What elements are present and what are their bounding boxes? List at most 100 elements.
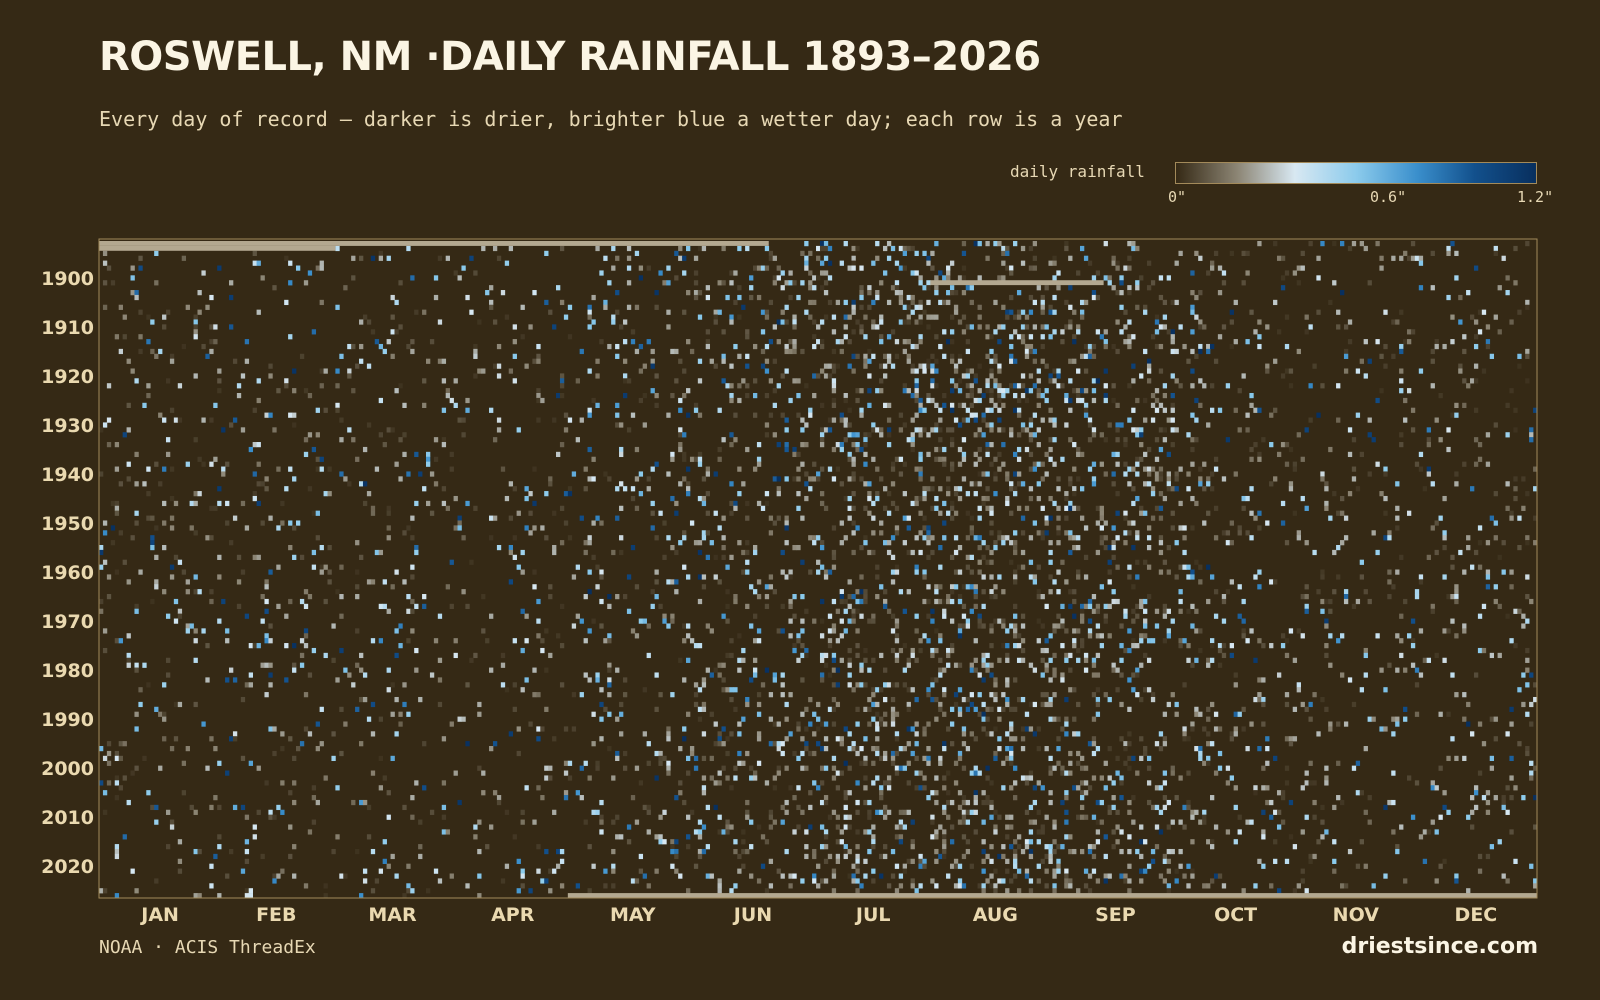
rain-day-cell [1091,662,1097,668]
rain-day-cell [780,672,785,678]
rain-day-cell [662,839,667,845]
rain-day-cell [965,848,971,855]
rain-day-cell [402,402,407,408]
rain-day-cell [1434,785,1439,791]
rain-day-cell [1533,407,1538,413]
rain-day-cell [583,819,588,825]
rain-day-cell [993,358,998,364]
rain-day-cell [1048,844,1053,850]
rain-day-cell [930,368,935,374]
rain-day-cell [686,481,691,487]
rain-day-cell [1040,299,1045,306]
rain-day-cell [1016,314,1022,320]
rain-day-cell [1083,814,1089,820]
rain-day-cell [1190,525,1195,531]
rain-day-cell [445,392,450,399]
rain-day-cell [1060,726,1065,732]
rain-day-cell [630,544,636,551]
rain-day-cell [713,309,718,315]
rain-day-cell [1119,829,1124,835]
rain-day-cell [914,250,919,257]
rain-day-cell [1288,481,1294,487]
rain-day-cell [1131,672,1136,678]
rain-day-cell [130,275,135,281]
rain-day-cell [741,848,746,855]
rain-day-cell [942,853,947,860]
rain-day-cell [1009,844,1014,850]
rain-day-cell [1064,716,1069,722]
rain-day-cell [1139,696,1144,703]
rain-day-cell [674,250,679,257]
rain-day-cell [158,711,163,717]
rain-day-cell [1119,657,1124,663]
rain-day-cell [760,309,766,315]
rain-day-cell [1016,564,1022,570]
rain-day-cell [1103,760,1108,766]
rain-day-cell [977,559,982,565]
rain-day-cell [1186,643,1191,649]
rain-day-cell [1284,314,1290,320]
rain-day-cell [1091,853,1097,860]
rain-day-cell [1135,559,1140,565]
rain-day-cell [1521,476,1526,482]
rain-day-cell [1206,422,1211,428]
rain-day-cell [792,348,797,355]
rain-day-cell [99,780,104,786]
rain-day-cell [965,339,971,345]
rain-day-cell [162,520,167,526]
rain-day-cell [1533,765,1538,771]
rain-day-cell [808,824,813,830]
rain-day-cell [946,299,951,306]
rain-day-cell [851,353,856,359]
rain-day-cell [1221,618,1227,624]
rain-day-cell [1280,790,1286,796]
rain-day-cell [473,373,478,379]
rain-day-cell [989,804,994,811]
rain-day-cell [1300,594,1305,600]
rain-day-cell [863,775,868,781]
rain-day-cell [406,471,411,477]
rain-day-cell [205,643,210,649]
rain-day-cell [697,643,703,649]
rain-day-cell [1454,250,1459,257]
rain-day-cell [847,456,852,462]
rain-day-cell [886,780,892,786]
rain-day-cell [256,461,261,467]
rain-day-cell [1040,417,1045,423]
rain-day-cell [890,329,896,335]
rain-day-cell [106,417,112,423]
rain-day-cell [985,446,990,453]
rain-day-cell [134,608,139,614]
rain-day-cell [1115,770,1120,776]
rain-day-cell [1036,481,1041,487]
rain-day-cell [934,647,939,654]
rain-day-cell [922,309,927,315]
rain-day-cell [1206,662,1211,668]
rain-day-cell [1107,275,1112,281]
rain-day-cell [993,456,998,462]
rain-day-cell [339,564,344,570]
rain-day-cell [741,304,746,310]
rain-day-cell [1395,667,1400,673]
rain-day-cell [883,486,888,492]
rain-day-cell [898,427,904,433]
rain-day-cell [1296,682,1301,688]
rain-day-cell [930,265,935,271]
rain-day-cell [516,726,521,732]
rain-day-cell [414,451,419,458]
rain-day-cell [587,589,592,595]
rain-day-cell [764,667,770,673]
rain-day-cell [441,358,447,364]
rain-day-cell [1387,535,1392,541]
rain-day-cell [969,608,974,614]
rain-day-cell [1068,500,1073,507]
rain-day-cell [650,500,655,507]
rain-day-cell [563,412,569,418]
rain-day-cell [697,495,703,502]
rain-day-cell [701,677,707,683]
rain-day-cell [532,290,537,296]
rain-day-cell [851,255,856,261]
rain-day-cell [780,373,785,379]
rain-day-cell [311,647,317,654]
rain-day-cell [1178,589,1183,595]
